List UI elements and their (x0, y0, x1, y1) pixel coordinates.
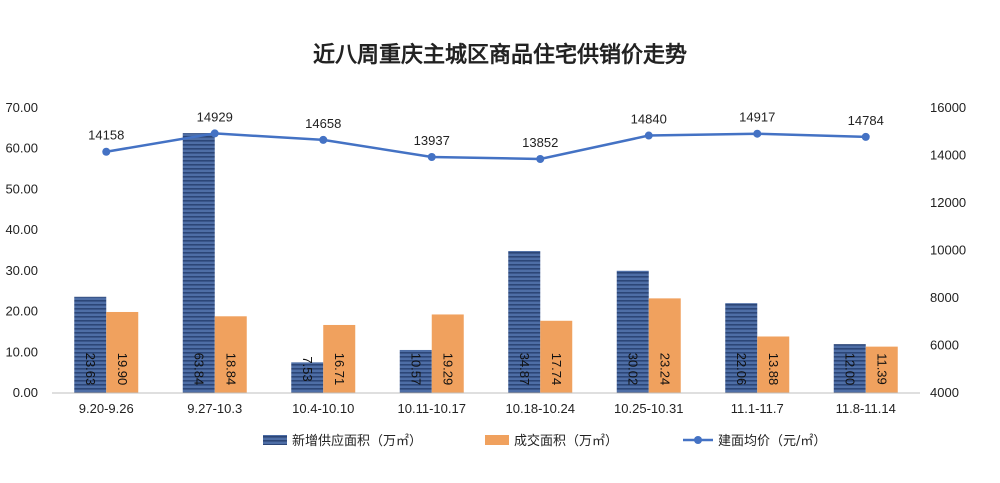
supply-value-label: 12.00 (842, 353, 857, 386)
price-point (427, 152, 436, 161)
supply-value-label: 34.87 (517, 353, 532, 386)
legend: 新增供应面积（万㎡） 成交面积（万㎡） 建面均价（元/㎡） (263, 433, 826, 449)
right-tick-label: 6000 (930, 338, 959, 353)
x-axis: 9.20-9.26 9.27-10.3 10.4-10.10 10.11-10.17 1… (52, 392, 920, 416)
sales-value-label: 13.88 (766, 353, 781, 386)
legend-sales-label: 成交面积（万㎡） (514, 433, 618, 449)
supply-bar (833, 344, 866, 393)
bar-labels: 23.63 19.90 63.84 18.84 7.53 16.71 10.57 19.29 3… (83, 353, 890, 386)
price-point (102, 147, 111, 156)
category-label: 11.1-11.7 (731, 401, 784, 416)
left-tick-label: 10.00 (5, 344, 38, 359)
sales-value-label: 11.39 (874, 353, 889, 385)
price-point (319, 135, 328, 144)
price-value-label: 13852 (522, 135, 558, 150)
left-tick-label: 50.00 (5, 181, 38, 196)
right-tick-label: 8000 (930, 290, 959, 305)
supply-bar (508, 251, 541, 393)
supply-bar (74, 296, 107, 393)
supply-value-label: 23.63 (83, 353, 98, 386)
sales-bar (865, 346, 898, 393)
right-tick-label: 14000 (930, 148, 966, 163)
sales-value-label: 19.90 (115, 353, 130, 386)
price-value-label: 14929 (197, 109, 233, 124)
category-label: 10.25-10.31 (614, 401, 683, 416)
price-point (753, 129, 762, 138)
price-point (536, 155, 545, 164)
legend-price-marker (694, 436, 702, 444)
sales-bar (214, 316, 247, 393)
sales-value-label: 23.24 (657, 353, 672, 386)
sales-bar (648, 298, 681, 393)
category-label: 11.8-11.14 (836, 401, 896, 416)
left-axis: 0.00 10.00 20.00 30.00 40.00 50.00 60.00 70.00 (5, 100, 38, 400)
supply-value-label: 30.02 (625, 353, 640, 386)
price-point (861, 132, 870, 141)
category-label: 10.18-10.24 (506, 401, 575, 416)
price-series-line (106, 132, 866, 161)
sales-bar (431, 314, 464, 393)
sales-value-label: 17.74 (549, 353, 564, 386)
sales-bar (323, 324, 356, 393)
price-value-label: 14784 (848, 113, 884, 128)
category-label: 10.11-10.17 (398, 401, 466, 416)
sales-value-label: 18.84 (223, 353, 238, 386)
right-tick-label: 12000 (930, 195, 966, 210)
right-axis: 4000 6000 8000 10000 12000 14000 16000 (930, 100, 966, 400)
price-line: 14158 14929 14658 13937 13852 14840 14917 14784 (88, 109, 884, 164)
right-tick-label: 10000 (930, 243, 966, 258)
price-point (210, 129, 219, 138)
legend-price-label: 建面均价（元/㎡） (718, 434, 826, 449)
price-value-label: 13937 (414, 133, 450, 148)
bars (74, 133, 898, 393)
left-tick-label: 20.00 (5, 304, 38, 319)
supply-value-label: 7.53 (300, 356, 315, 381)
price-value-label: 14917 (739, 110, 775, 125)
supply-bar (399, 349, 432, 393)
chart-title: 近八周重庆主城区商品住宅供销价走势 (313, 42, 687, 68)
legend-supply-label: 新增供应面积（万㎡） (292, 433, 422, 449)
supply-value-label: 10.57 (408, 353, 423, 386)
legend-sales-swatch (485, 435, 509, 445)
sales-bar (106, 311, 139, 393)
category-label: 9.27-10.3 (187, 401, 242, 416)
supply-bar (725, 303, 758, 393)
supply-bar (616, 270, 649, 393)
legend-supply-swatch (263, 435, 287, 445)
category-label: 10.4-10.10 (292, 401, 354, 416)
left-tick-label: 30.00 (5, 263, 38, 278)
right-tick-label: 16000 (930, 100, 966, 115)
sales-bar (757, 336, 790, 393)
sales-value-label: 16.71 (332, 353, 347, 386)
price-value-label: 14840 (631, 112, 667, 127)
supply-value-label: 22.06 (734, 353, 749, 386)
left-tick-label: 70.00 (5, 100, 38, 115)
supply-value-label: 63.84 (191, 353, 206, 386)
price-value-label: 14658 (305, 116, 341, 131)
left-tick-label: 40.00 (5, 222, 38, 237)
left-tick-label: 60.00 (5, 141, 38, 156)
sales-value-label: 19.29 (440, 353, 455, 386)
right-tick-label: 4000 (930, 385, 959, 400)
supply-bar (182, 133, 215, 393)
supply-bar (291, 362, 324, 393)
sales-bar (540, 320, 573, 393)
category-label: 9.20-9.26 (79, 401, 134, 416)
price-point (644, 131, 653, 140)
price-value-label: 14158 (88, 128, 124, 143)
left-tick-label: 0.00 (13, 385, 38, 400)
